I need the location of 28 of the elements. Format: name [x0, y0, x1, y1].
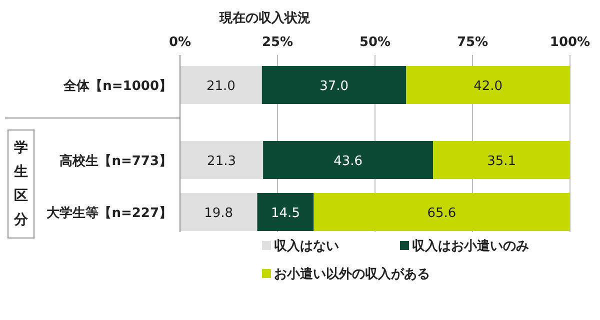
bar: [406, 66, 570, 104]
y-tick-label: 全体【n=1000】: [62, 78, 172, 94]
text: 35.1: [487, 154, 516, 169]
bar: [257, 193, 314, 231]
legend-label: お小遣い以外の収入がある: [274, 266, 430, 282]
text: 42.0: [474, 79, 503, 94]
x-tick-label: 75%: [456, 35, 488, 50]
y-tick-label: 大学生等【n=227】: [46, 205, 172, 221]
x-tick-label: 50%: [359, 35, 391, 50]
x-tick-label: 25%: [262, 35, 294, 50]
legend-label: 収入はお小遣いのみ: [412, 238, 529, 254]
bar: [180, 66, 262, 104]
text: 19.8: [204, 206, 234, 221]
text: 21.0: [206, 79, 236, 94]
bar: [314, 193, 570, 231]
text: 43.6: [334, 154, 363, 169]
bar: [180, 193, 258, 231]
legend-label: 収入はない: [274, 238, 339, 254]
text: 21.3: [207, 154, 236, 169]
chart-title: 現在の収入状況: [218, 10, 310, 26]
text: 65.6: [427, 206, 456, 221]
text: 学生区分: [13, 140, 29, 228]
text: 37.0: [320, 79, 349, 94]
x-tick-label: 100%: [550, 35, 590, 50]
x-tick-label: 0%: [168, 35, 192, 50]
text: 14.5: [271, 206, 300, 221]
y-tick-label: 高校生【n=773】: [60, 153, 172, 169]
bar: [262, 66, 406, 104]
